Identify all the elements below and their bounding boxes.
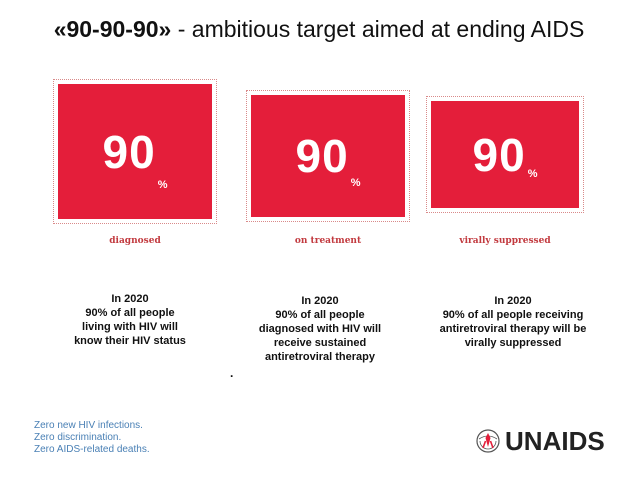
unaids-wordmark: UNAIDS <box>505 426 605 457</box>
un-emblem-ribbon-icon <box>476 429 500 453</box>
description-line: 90% of all people receiving <box>442 309 584 321</box>
target-unit: % <box>350 177 361 189</box>
description-line: 90% of all people <box>275 309 365 321</box>
stray-dot: . <box>230 366 234 380</box>
description-line: virally suppressed <box>464 337 562 349</box>
slide-title-rest: - ambitious target aimed at ending AIDS <box>171 16 585 42</box>
slide-title-bold: «90-90-90» <box>53 16 172 42</box>
description-line: antiretroviral therapy <box>264 351 376 363</box>
target-card-on-treatment: 90% <box>246 90 410 222</box>
target-caption-diagnosed: diagnosed <box>109 236 161 246</box>
target-card-fill: 90% <box>431 101 579 208</box>
description-line: receive sustained <box>273 337 367 349</box>
target-number: 90 <box>472 128 526 181</box>
tagline-line: Zero AIDS-related deaths. <box>34 444 150 455</box>
target-card-diagnosed: 90% <box>53 79 217 224</box>
description-line: 90% of all people <box>85 307 175 319</box>
description-line: living with HIV will <box>82 321 178 333</box>
wordmark-aids: AIDS <box>542 425 605 456</box>
target-caption-on-treatment: on treatment <box>294 236 362 246</box>
unaids-logo: UNAIDS <box>475 424 605 458</box>
target-number: 90 <box>102 125 156 178</box>
slide-title: «90-90-90» - ambitious target aimed at e… <box>0 16 638 43</box>
description-line: diagnosed with HIV will <box>258 323 382 335</box>
target-description-virally-suppressed: In 2020 90% of all people receiving anti… <box>418 294 608 350</box>
target-unit: % <box>157 179 168 191</box>
description-line: In 2020 <box>494 295 532 307</box>
description-line: In 2020 <box>111 293 149 305</box>
description-line: In 2020 <box>301 295 339 307</box>
tagline-line: Zero new HIV infections. <box>34 420 143 431</box>
unaids-tagline: Zero new HIV infections. Zero discrimina… <box>34 420 150 456</box>
wordmark-un: UN <box>505 425 543 456</box>
tagline-line: Zero discrimination. <box>34 432 122 443</box>
target-card-fill: 90% <box>58 84 212 219</box>
target-description-on-treatment: In 2020 90% of all people diagnosed with… <box>228 294 412 364</box>
description-line: antiretroviral therapy will be <box>439 323 587 335</box>
target-description-diagnosed: In 2020 90% of all people living with HI… <box>40 292 220 348</box>
target-number: 90 <box>295 130 349 182</box>
target-card-fill: 90% <box>251 95 405 217</box>
description-line: know their HIV status <box>74 335 186 347</box>
target-unit: % <box>527 168 538 180</box>
target-card-virally-suppressed: 90% <box>426 96 584 213</box>
target-caption-virally-suppressed: virally suppressed <box>459 236 551 246</box>
